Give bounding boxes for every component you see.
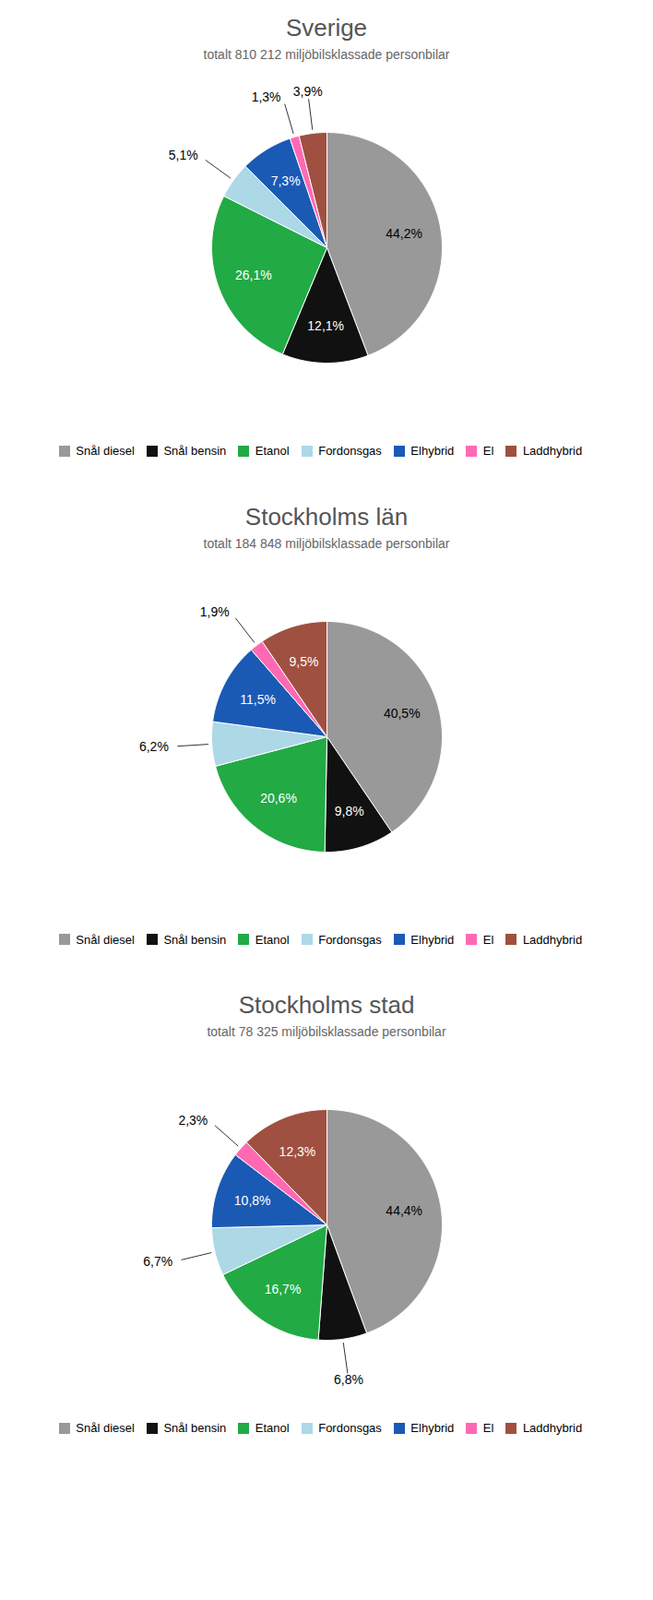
html-text:Fordonsgas: Fordonsgas [318, 1420, 382, 1435]
svg-text:7,3%: 7,3% [271, 173, 301, 189]
svg-text:44,2%: 44,2% [385, 225, 423, 241]
svg-text:10,8%: 10,8% [234, 1192, 272, 1208]
html-text:totalt 184 848 miljöbilsklassa: totalt 184 848 miljöbilsklassade personb… [203, 535, 450, 551]
html-text:Etanol: Etanol [255, 1420, 290, 1435]
html-text:Snål diesel: Snål diesel [75, 1420, 135, 1435]
svg-text:40,5%: 40,5% [383, 704, 421, 720]
html-text:Laddhybrid: Laddhybrid [522, 932, 583, 946]
html-text:Laddhybrid: Laddhybrid [522, 1420, 583, 1435]
html-text:Snål bensin: Snål bensin [163, 932, 227, 946]
html-text:Elhybrid: Elhybrid [410, 443, 455, 458]
html-text:El: El [483, 443, 494, 458]
svg-text:6,2%: 6,2% [139, 737, 169, 753]
html-text:Fordonsgas: Fordonsgas [318, 443, 382, 458]
html-text:Elhybrid: Elhybrid [410, 932, 455, 946]
svg-text:6,8%: 6,8% [333, 1371, 364, 1387]
svg-text:5,1%: 5,1% [168, 147, 199, 163]
html-text:El: El [483, 932, 494, 946]
html-text:totalt 810 212 miljöbilsklassa: totalt 810 212 miljöbilsklassade personb… [203, 47, 450, 62]
svg-text:12,1%: 12,1% [307, 318, 345, 333]
svg-text:1,3%: 1,3% [251, 89, 282, 105]
svg-text:9,5%: 9,5% [289, 653, 320, 668]
html-text:Snål bensin: Snål bensin [163, 1420, 227, 1435]
html-text:Stockholms län: Stockholms län [245, 502, 408, 530]
svg-text:20,6%: 20,6% [260, 789, 297, 805]
html-text:Sverige: Sverige [285, 13, 368, 42]
svg-text:26,1%: 26,1% [235, 267, 273, 283]
svg-text:1,9%: 1,9% [200, 604, 230, 619]
html-text:Etanol: Etanol [255, 443, 290, 458]
svg-text:12,3%: 12,3% [279, 1143, 317, 1159]
html-text:Snål diesel: Snål diesel [75, 932, 135, 946]
html-text:El: El [483, 1420, 494, 1435]
html-text:Etanol: Etanol [255, 932, 290, 946]
html-text:totalt 78 325 miljöbilsklassad: totalt 78 325 miljöbilsklassade personbi… [206, 1023, 447, 1039]
html-text:Snål bensin: Snål bensin [163, 443, 227, 458]
svg-text:2,3%: 2,3% [178, 1112, 208, 1128]
svg-text:6,7%: 6,7% [142, 1253, 173, 1269]
svg-text:16,7%: 16,7% [264, 1281, 302, 1296]
svg-text:11,5%: 11,5% [239, 690, 276, 706]
html-text:Snål diesel: Snål diesel [75, 443, 135, 458]
html-text:Stockholms stad: Stockholms stad [238, 990, 415, 1019]
html-text:Elhybrid: Elhybrid [410, 1420, 455, 1435]
svg-text:9,8%: 9,8% [334, 803, 365, 819]
html-text:Laddhybrid: Laddhybrid [522, 443, 583, 458]
svg-text:44,4%: 44,4% [385, 1202, 423, 1218]
svg-text:3,9%: 3,9% [293, 83, 323, 99]
html-text:Fordonsgas: Fordonsgas [318, 932, 382, 946]
